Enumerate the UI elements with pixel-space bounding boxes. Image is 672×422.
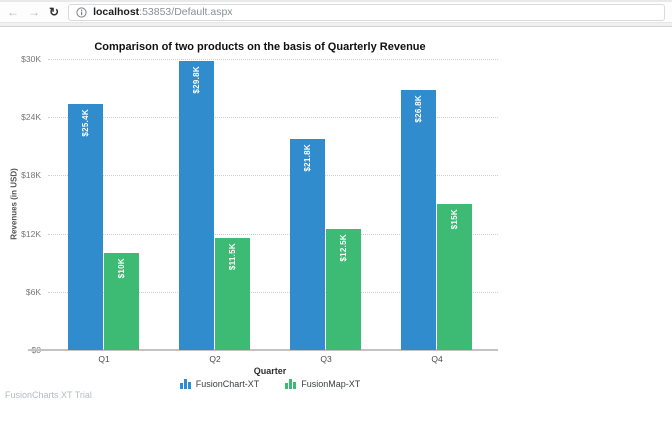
chart-title: Comparison of two products on the basis … xyxy=(94,41,426,53)
gridline xyxy=(48,175,498,176)
x-tick-label: Q2 xyxy=(209,354,221,364)
reload-icon[interactable]: ↻ xyxy=(49,5,60,19)
bar-value-label: $26.8K xyxy=(414,95,423,123)
bar-value-label: $29.8K xyxy=(192,66,201,94)
legend-label: FusionChart-XT xyxy=(195,378,260,389)
bar-fusionchart-xt-q3[interactable]: $21.8K xyxy=(290,139,325,350)
gridline xyxy=(48,59,498,60)
bar-fusionmap-xt-q3[interactable]: $12.5K xyxy=(326,229,361,350)
bar-value-label: $11.5K xyxy=(228,243,237,271)
y-tick-label: $18K xyxy=(21,170,41,180)
window-top-strip xyxy=(0,0,672,2)
x-tick-label: Q1 xyxy=(98,354,110,364)
x-tick-label: Q3 xyxy=(320,354,332,364)
bar-value-label: $25.4K xyxy=(81,109,90,137)
trial-watermark: FusionCharts XT Trial xyxy=(5,390,92,400)
bar-fusionmap-xt-q1[interactable]: $10K xyxy=(104,253,139,350)
y-tick-label: $24K xyxy=(21,112,41,122)
bar-fusionmap-xt-q4[interactable]: $15K xyxy=(437,204,472,350)
address-bar[interactable]: localhost:53853/Default.aspx xyxy=(68,3,665,21)
legend-item-fusionmap-xt[interactable]: FusionMap-XT xyxy=(285,378,360,389)
gridline xyxy=(48,117,498,118)
y-tick-label: $30K xyxy=(21,54,41,64)
legend-item-fusionchart-xt[interactable]: FusionChart-XT xyxy=(179,378,260,389)
browser-toolbar: ← → ↻ localhost:53853/Default.aspx xyxy=(0,0,672,29)
y-tick-label: $12K xyxy=(21,229,41,239)
x-axis-labels: Q1 Q2 Q3 Q4 xyxy=(48,354,492,366)
bar-fusionchart-xt-q4[interactable]: $26.8K xyxy=(401,90,436,350)
bar-fusionmap-xt-q2[interactable]: $11.5K xyxy=(215,238,250,350)
gridline xyxy=(48,292,498,293)
url-host: localhost xyxy=(93,6,140,18)
plot-area: $25.4K $10K $29.8K $11.5K $21.8K $12.5K $26.8K… xyxy=(28,59,498,351)
y-axis-labels: $30K $24K $18K $12K $6K $0 xyxy=(0,54,44,355)
toolbar-bottom-strip xyxy=(0,22,672,27)
forward-icon[interactable]: → xyxy=(28,5,40,19)
x-axis-line xyxy=(28,349,498,351)
x-axis-title: Quarter xyxy=(253,366,287,376)
bar-fusionchart-xt-q1[interactable]: $25.4K xyxy=(68,104,103,350)
url-text[interactable]: localhost:53853/Default.aspx xyxy=(93,6,233,18)
info-icon[interactable] xyxy=(76,6,87,18)
bar-value-label: $21.8K xyxy=(303,144,312,172)
y-tick-label: $6K xyxy=(25,287,41,297)
bar-value-label: $12.5K xyxy=(339,234,348,262)
legend-label: FusionMap-XT xyxy=(301,378,361,389)
legend-column-icon xyxy=(179,379,191,389)
legend-column-icon xyxy=(285,379,297,389)
chart-container: Comparison of two products on the basis … xyxy=(0,29,520,414)
legend: FusionChart-XT FusionMap-XT xyxy=(48,378,492,389)
x-tick-label: Q4 xyxy=(431,354,443,364)
url-path: :53853/Default.aspx xyxy=(139,6,233,18)
bar-value-label: $15K xyxy=(450,209,459,230)
bar-value-label: $10K xyxy=(117,258,126,279)
back-icon[interactable]: ← xyxy=(7,5,19,19)
bar-fusionchart-xt-q2[interactable]: $29.8K xyxy=(179,61,214,350)
gridline xyxy=(48,234,498,235)
